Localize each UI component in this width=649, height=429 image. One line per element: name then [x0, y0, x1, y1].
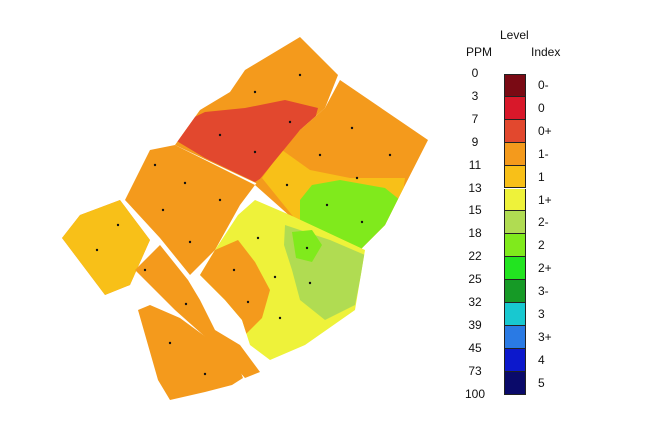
legend-ppm-value: 3 — [471, 88, 479, 103]
sample-point — [168, 341, 172, 345]
sample-point — [253, 90, 257, 94]
legend-ppm-value: 15 — [468, 203, 482, 218]
legend-index-label: 1 — [538, 169, 545, 184]
legend-swatch — [504, 165, 526, 189]
legend-index-label: 0- — [538, 78, 549, 92]
legend-ppm-value: 0 — [471, 66, 479, 80]
legend-ppm-value: 11 — [468, 157, 482, 172]
sample-point — [360, 220, 364, 224]
sample-point — [116, 223, 120, 227]
sample-point — [218, 198, 222, 202]
sample-point — [305, 246, 309, 250]
legend-index-label: 5 — [538, 375, 545, 390]
sample-point — [256, 236, 260, 240]
legend-swatch — [504, 142, 526, 166]
legend-swatch — [504, 280, 526, 303]
sample-point — [183, 181, 187, 185]
sample-point — [161, 208, 165, 212]
legend-ppm-value: 73 — [468, 363, 482, 378]
field-middle-south — [135, 245, 260, 378]
legend-swatch — [504, 211, 526, 235]
legend-ppm-value: 13 — [468, 180, 482, 195]
sample-point — [308, 281, 312, 285]
legend-swatch — [504, 303, 526, 326]
legend-ppm-value: 45 — [468, 340, 482, 355]
sample-points — [95, 73, 392, 376]
legend-ppm-value: 7 — [471, 111, 479, 126]
sample-point — [288, 120, 292, 124]
legend-index-label: 3 — [538, 307, 545, 321]
zone-2-central — [292, 230, 322, 262]
sample-point — [298, 73, 302, 77]
sample-point — [318, 153, 322, 157]
zone-1-southwest — [62, 200, 150, 295]
sample-point — [246, 300, 250, 304]
legend-swatch — [504, 325, 526, 349]
legend-ppm-value: 9 — [471, 134, 479, 149]
legend-index-label: 1- — [538, 146, 549, 161]
legend-swatch — [504, 96, 526, 120]
legend-index-label: 4 — [538, 352, 545, 367]
legend-swatch — [504, 188, 526, 212]
legend-ppm-value: 25 — [468, 272, 482, 287]
legend-ppm-value: 22 — [468, 249, 482, 264]
sample-point — [325, 203, 329, 207]
sample-point — [232, 268, 236, 272]
sample-point — [218, 133, 222, 137]
legend-index-label: 0 — [538, 100, 545, 115]
legend-swatch — [504, 74, 526, 97]
field-west — [125, 145, 255, 275]
sample-point — [188, 240, 192, 244]
legend-ppm-value: 100 — [464, 386, 486, 401]
legend-index-label: 2- — [538, 215, 549, 230]
field-south — [138, 305, 243, 400]
legend-swatch — [504, 119, 526, 143]
sample-point — [350, 126, 354, 130]
legend-index-label: 3+ — [538, 329, 552, 344]
sample-point — [153, 163, 157, 167]
sample-point — [355, 176, 359, 180]
sample-point — [253, 150, 257, 154]
legend-ppm-value: 18 — [468, 226, 482, 241]
sample-point — [388, 153, 392, 157]
soil-test-map — [62, 37, 428, 400]
legend-index-label: 2+ — [538, 261, 552, 276]
sample-point — [278, 316, 282, 320]
legend-index-label: 3- — [538, 284, 549, 299]
sample-point — [273, 275, 277, 279]
legend-swatch — [504, 234, 526, 258]
zone-1minus-central — [200, 240, 270, 335]
legend-swatch — [504, 257, 526, 281]
sample-point — [95, 248, 99, 252]
legend-header-ppm: PPM — [466, 45, 493, 59]
legend-index-label: 1+ — [538, 192, 552, 207]
legend-ppm-value: 32 — [468, 295, 482, 309]
legend-swatch — [504, 348, 526, 372]
sample-point — [203, 372, 207, 376]
legend-swatch — [504, 371, 526, 395]
legend-ppm-value: 39 — [468, 317, 482, 332]
legend-header-index: Index — [531, 45, 561, 59]
sample-point — [143, 268, 147, 272]
legend-index-label: 0+ — [538, 123, 552, 138]
sample-point — [285, 183, 289, 187]
sample-point — [184, 302, 188, 306]
legend-index-label: 2 — [538, 238, 545, 253]
legend-header-level: Level — [500, 28, 529, 42]
